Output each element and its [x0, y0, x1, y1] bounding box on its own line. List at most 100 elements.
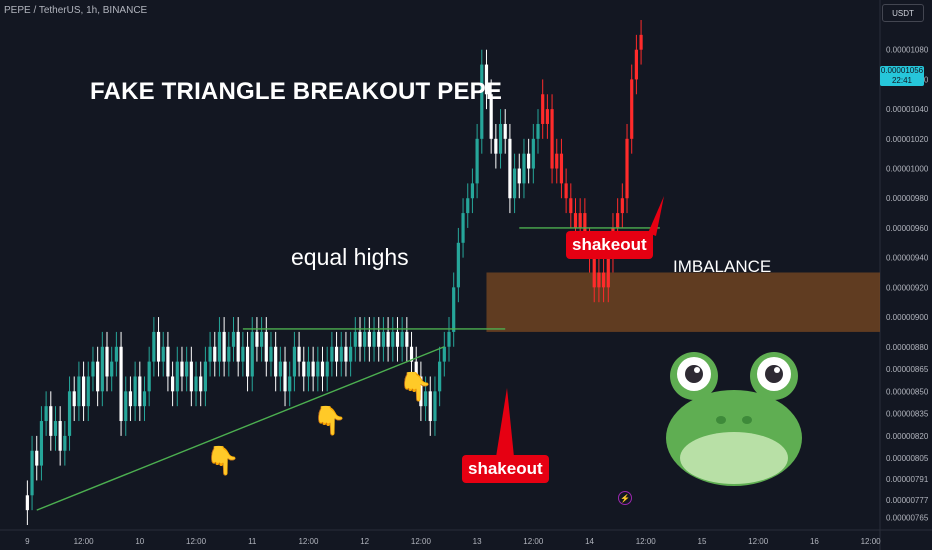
candle — [484, 64, 489, 95]
candle — [49, 406, 53, 436]
candle — [311, 361, 315, 377]
candle — [170, 376, 175, 392]
price-tick-label: 0.00000940 — [886, 254, 929, 263]
candle — [222, 331, 226, 362]
time-tick-label: 13 — [473, 537, 482, 546]
candle — [386, 331, 390, 347]
frog-pupil-right — [765, 365, 783, 383]
candle — [302, 361, 306, 377]
time-tick-label: 15 — [698, 537, 707, 546]
forecast-candle — [578, 213, 582, 228]
candle — [260, 331, 264, 347]
price-tick-label: 0.00001000 — [886, 165, 929, 174]
candle — [231, 331, 236, 347]
current-price: 0.00001056 — [880, 66, 924, 75]
candle — [452, 287, 456, 332]
time-tick-label: 14 — [585, 537, 594, 546]
candle — [128, 391, 133, 407]
candle — [114, 346, 118, 362]
candle — [77, 376, 81, 407]
candle — [536, 123, 540, 139]
price-tick-label: 0.00001040 — [886, 105, 929, 114]
frog-nostril-left — [716, 416, 726, 424]
candle — [124, 391, 128, 422]
forecast-candle — [597, 272, 601, 288]
candle — [133, 376, 137, 407]
time-tick-label: 12:00 — [186, 537, 207, 546]
candle — [334, 346, 339, 362]
price-tick-label: 0.00000777 — [886, 496, 929, 505]
price-tick-label: 0.00000805 — [886, 454, 929, 463]
candle — [330, 346, 334, 362]
candle — [278, 361, 282, 377]
candle — [320, 361, 325, 377]
frog-nostril-right — [742, 416, 752, 424]
candle — [339, 346, 343, 362]
candle — [152, 331, 156, 362]
candle — [349, 346, 353, 362]
candle — [531, 138, 535, 169]
forecast-candle — [620, 198, 624, 214]
time-tick-label: 12:00 — [861, 537, 882, 546]
price-tick-label: 0.00001020 — [886, 135, 929, 144]
frog-belly — [680, 432, 788, 484]
candle — [44, 406, 48, 422]
currency-badge[interactable]: USDT — [882, 4, 924, 22]
candle — [358, 331, 362, 347]
forecast-candle — [550, 109, 554, 169]
candle — [100, 346, 104, 392]
candle — [63, 435, 67, 451]
shakeout-callout-lower: shakeout — [462, 455, 549, 483]
candle — [466, 198, 470, 214]
time-tick-label: 16 — [810, 537, 819, 546]
candle — [72, 391, 76, 407]
candle — [283, 361, 287, 392]
candle — [180, 361, 184, 377]
imbalance-zone — [486, 272, 880, 332]
candle — [166, 346, 170, 377]
candle — [67, 391, 72, 436]
price-tick-label: 0.00000980 — [886, 194, 929, 203]
candle — [105, 346, 109, 377]
candle — [199, 376, 203, 392]
candle — [161, 346, 165, 362]
lightning-icon[interactable]: ⚡ — [618, 491, 632, 505]
forecast-candle — [559, 153, 564, 184]
candle — [508, 138, 512, 199]
time-tick-label: 12:00 — [298, 537, 319, 546]
ascending-trendline — [36, 346, 445, 511]
candle — [428, 391, 432, 422]
price-tick-label: 0.00000865 — [886, 365, 929, 374]
forecast-candle — [555, 153, 559, 169]
candle — [442, 346, 446, 362]
candle — [255, 331, 259, 347]
candle — [208, 346, 212, 362]
candle — [194, 376, 198, 392]
frog-icon — [666, 352, 802, 486]
candle — [274, 346, 278, 377]
candle — [400, 331, 404, 347]
symbol-info: PEPE / TetherUS, 1h, BINANCE — [4, 5, 148, 16]
forecast-candle — [616, 213, 620, 228]
price-tick-label: 0.00000835 — [886, 410, 929, 419]
candle — [391, 331, 395, 347]
candle — [119, 346, 123, 422]
candle — [25, 495, 29, 511]
candle — [245, 346, 250, 377]
candle — [217, 331, 222, 362]
candle — [156, 331, 161, 362]
price-tick-label: 0.00000820 — [886, 432, 929, 441]
price-tick-label: 0.00000791 — [886, 475, 929, 484]
candle — [447, 331, 451, 347]
candle — [494, 138, 498, 154]
candle — [480, 64, 484, 139]
candle — [227, 346, 231, 362]
candle — [316, 361, 320, 377]
candle — [142, 391, 147, 407]
shakeout-pointer-upper — [648, 196, 664, 236]
candle — [405, 331, 409, 347]
forecast-candle — [573, 213, 578, 228]
forecast-candle — [606, 257, 610, 288]
candle — [96, 361, 100, 392]
